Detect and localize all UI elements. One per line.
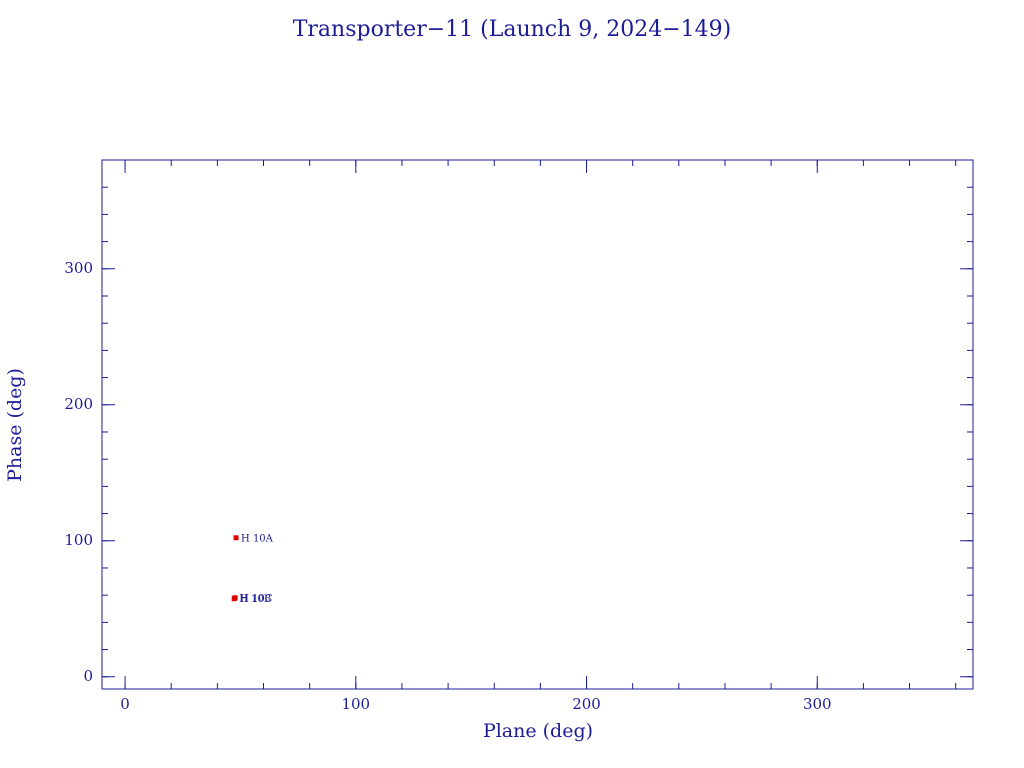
x-tick-label: 200 xyxy=(572,695,601,713)
y-tick-label: 300 xyxy=(64,259,93,277)
y-tick-label: 0 xyxy=(83,667,93,685)
y-axis-label: Phase (deg) xyxy=(4,368,26,482)
plot-frame xyxy=(101,159,974,690)
x-tick-label: 100 xyxy=(341,695,370,713)
point-label: H 10B xyxy=(239,594,271,605)
y-tick-label: 100 xyxy=(64,531,93,549)
point xyxy=(233,535,239,541)
x-tick-label: 0 xyxy=(120,695,130,713)
point-label: H 10A xyxy=(241,533,274,544)
y-tick-label: 200 xyxy=(64,395,93,413)
point-label: H 10C xyxy=(240,593,273,604)
point xyxy=(232,595,238,601)
x-axis-label: Plane (deg) xyxy=(483,720,593,742)
chart-title: Transporter−11 (Launch 9, 2024−149) xyxy=(293,17,732,42)
x-tick-label: 300 xyxy=(803,695,832,713)
